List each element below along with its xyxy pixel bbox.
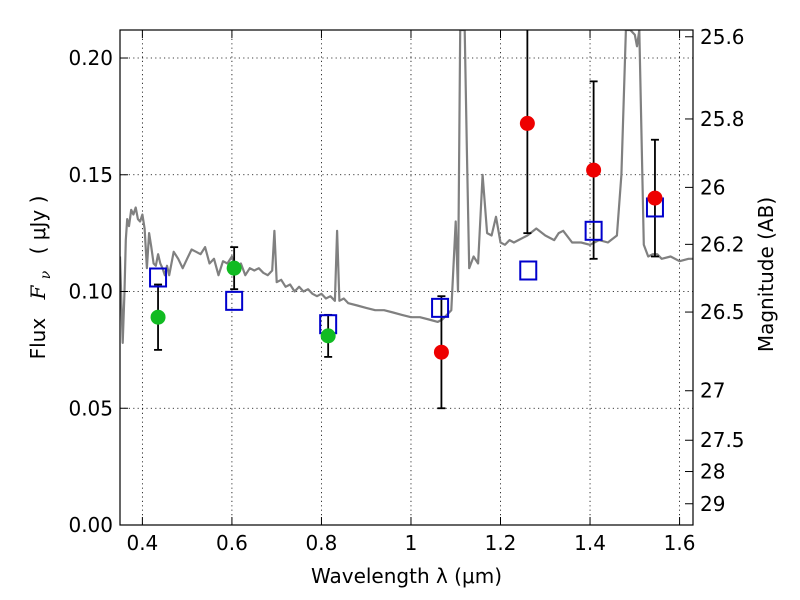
right-tick-label: 25.6 <box>700 25 745 49</box>
observed-flux-point <box>586 162 602 178</box>
y-tick-label: 0.10 <box>68 280 113 304</box>
right-axis-title: Magnitude (AB) <box>754 197 778 352</box>
right-tick-label: 28 <box>700 460 725 484</box>
right-tick-label: 29 <box>700 492 725 516</box>
right-tick-label: 26 <box>700 175 725 199</box>
y-axis-title-prefix: Flux <box>26 318 50 360</box>
axis-ticks: 0.4 0.6 0.8 1 1.2 1.4 1.6 0.00 0.05 0.10 0.15 0.20 2… <box>68 25 744 555</box>
y-axis-title-symbol: F <box>26 284 50 300</box>
observed-flux-point <box>647 190 663 206</box>
y-axis-title-unit: ( μJy ) <box>26 196 50 255</box>
plot-area <box>120 30 693 410</box>
observed-flux-point <box>150 309 166 325</box>
model-flux-square <box>584 220 603 241</box>
right-tick-label: 25.8 <box>700 107 745 131</box>
model-flux-square <box>225 290 244 311</box>
x-tick-label: 1 <box>405 531 418 555</box>
x-tick-label: 1.2 <box>485 531 517 555</box>
model-flux-square <box>519 260 538 281</box>
grid <box>120 30 693 525</box>
x-tick-label: 1.6 <box>664 531 696 555</box>
model-flux-square <box>149 267 168 288</box>
y-tick-label: 0.05 <box>68 396 113 420</box>
x-axis-title: Wavelength λ (μm) <box>311 564 502 588</box>
y-tick-label: 0.15 <box>68 163 113 187</box>
model-flux-square <box>431 297 450 318</box>
observed-flux-point <box>433 344 449 360</box>
y-tick-label: 0.00 <box>68 513 113 537</box>
x-tick-label: 0.6 <box>216 531 248 555</box>
axes-frame <box>119 29 694 526</box>
y-axis-title: Flux F ν ( μJy ) <box>26 196 55 360</box>
observed-flux-point <box>519 115 535 131</box>
model-spectrum-line <box>120 30 693 344</box>
x-tick-label: 0.8 <box>306 531 338 555</box>
right-tick-label: 27.5 <box>700 428 745 452</box>
y-axis-title-symbol-sub: ν <box>38 270 54 279</box>
observed-flux-point <box>226 260 242 276</box>
x-tick-label: 1.4 <box>574 531 606 555</box>
observed-flux-point <box>320 328 336 344</box>
right-tick-label: 26.5 <box>700 300 745 324</box>
right-tick-label: 26.2 <box>700 232 745 256</box>
y-tick-label: 0.20 <box>68 46 113 70</box>
right-tick-label: 27 <box>700 379 725 403</box>
x-tick-label: 0.4 <box>126 531 158 555</box>
